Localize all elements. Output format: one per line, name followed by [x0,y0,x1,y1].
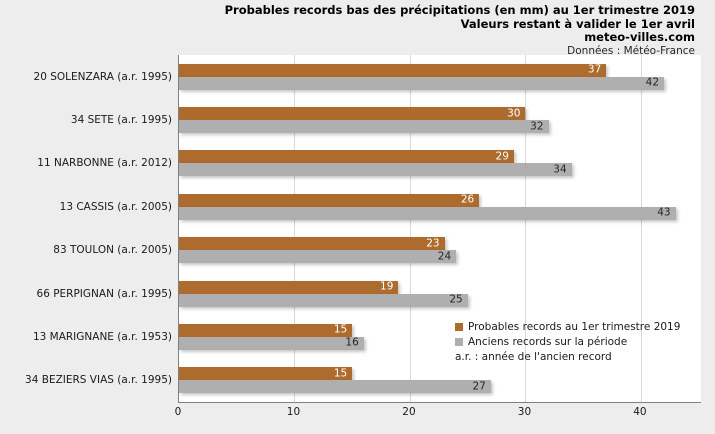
bar-group: 15 27 [179,367,701,394]
bar-value-label: 34 [553,163,567,176]
legend-item-0: Probables records au 1er trimestre 2019 [455,319,705,334]
bar[interactable]: 30 [179,107,526,121]
legend-label-0: Probables records au 1er trimestre 2019 [468,320,681,333]
y-axis-label: 11 NARBONNE (a.r. 2012) [37,157,172,170]
bar-group: 37 42 [179,63,701,90]
bar-value-label: 19 [380,280,394,293]
bar-value-label: 43 [657,206,671,219]
bar[interactable]: 16 [179,336,364,350]
bar-value-label: 37 [587,63,602,76]
bars-layer: 37 42 30 32 29 34 26 43 23 24 19 25 15 16 15 27 [179,55,701,402]
y-axis-label: 66 PERPIGNAN (a.r. 1995) [36,287,172,300]
y-axis-category-labels: 20 SOLENZARA (a.r. 1995) 34 SETE (a.r. 19… [0,55,172,402]
bar-group: 26 43 [179,193,701,220]
chart-title-line-2: Valeurs restant à valider le 1er avril [460,16,695,31]
bar[interactable]: 19 [179,280,399,294]
bar-value-label: 15 [333,367,348,380]
bar-value-label: 16 [345,336,359,349]
x-tick-label-0: 0 [174,406,182,418]
plot-area: 37 42 30 32 29 34 26 43 23 24 19 25 15 16 15 27 [178,55,701,403]
bar[interactable]: 43 [179,206,676,220]
y-axis-label: 34 BEZIERS VIAS (a.r. 1995) [25,374,172,387]
legend-item-1: Anciens records sur la période [455,334,705,349]
bar[interactable]: 34 [179,163,572,177]
bar-value-label: 29 [495,150,509,163]
bar[interactable]: 15 [179,323,353,337]
bar-value-label: 26 [460,193,475,206]
bar-group: 29 34 [179,150,701,177]
bar-value-label: 30 [507,107,521,120]
bar-value-label: 25 [449,293,463,306]
bar[interactable]: 15 [179,367,353,381]
bar-value-label: 32 [530,120,544,133]
bar[interactable]: 24 [179,250,457,264]
y-axis-label: 13 MARIGNANE (a.r. 1953) [32,330,172,343]
y-axis-label: 13 CASSIS (a.r. 2005) [59,200,172,213]
bar[interactable]: 32 [179,120,549,134]
bar-group: 23 24 [179,237,701,264]
chart-title-line-1: Probables records bas des précipitations… [224,3,695,17]
x-axis-tick-labels: 0 10 20 30 40 [0,406,715,426]
bar[interactable]: 29 [179,150,514,164]
bar-value-label: 27 [472,380,486,393]
bar-value-label: 23 [426,237,440,250]
bar[interactable]: 26 [179,193,480,207]
bar[interactable]: 25 [179,293,468,307]
bar-value-label: 24 [437,250,452,263]
bar-group: 19 25 [179,280,701,307]
chart-source-credit: Données : Météo-France [567,44,695,57]
bar[interactable]: 37 [179,63,607,77]
chart-site-credit: meteo-villes.com [584,30,695,44]
bar-value-label: 15 [333,323,348,336]
x-tick-label-10: 10 [286,406,301,418]
bar[interactable]: 42 [179,76,665,90]
bar-group: 15 16 [179,323,701,350]
bar[interactable]: 27 [179,380,491,394]
legend-note: a.r. : année de l'ancien record [455,350,612,363]
x-tick-label-20: 20 [402,406,416,418]
legend-label-1: Anciens records sur la période [468,335,628,348]
bar-value-label: 42 [645,76,660,89]
chart-header: Probables records bas des précipitations… [0,0,705,58]
chart-legend: Probables records au 1er trimestre 2019 … [455,319,705,364]
bar[interactable]: 23 [179,237,445,251]
y-axis-label: 20 SOLENZARA (a.r. 1995) [33,70,172,83]
x-tick-label-40: 40 [633,406,647,418]
y-axis-label: 83 TOULON (a.r. 2005) [53,244,172,257]
legend-swatch-icon-1 [455,337,463,346]
bar-group: 30 32 [179,107,701,134]
x-tick-label-30: 30 [517,406,532,418]
legend-swatch-icon-0 [455,322,463,331]
y-axis-label: 34 SETE (a.r. 1995) [70,114,172,127]
